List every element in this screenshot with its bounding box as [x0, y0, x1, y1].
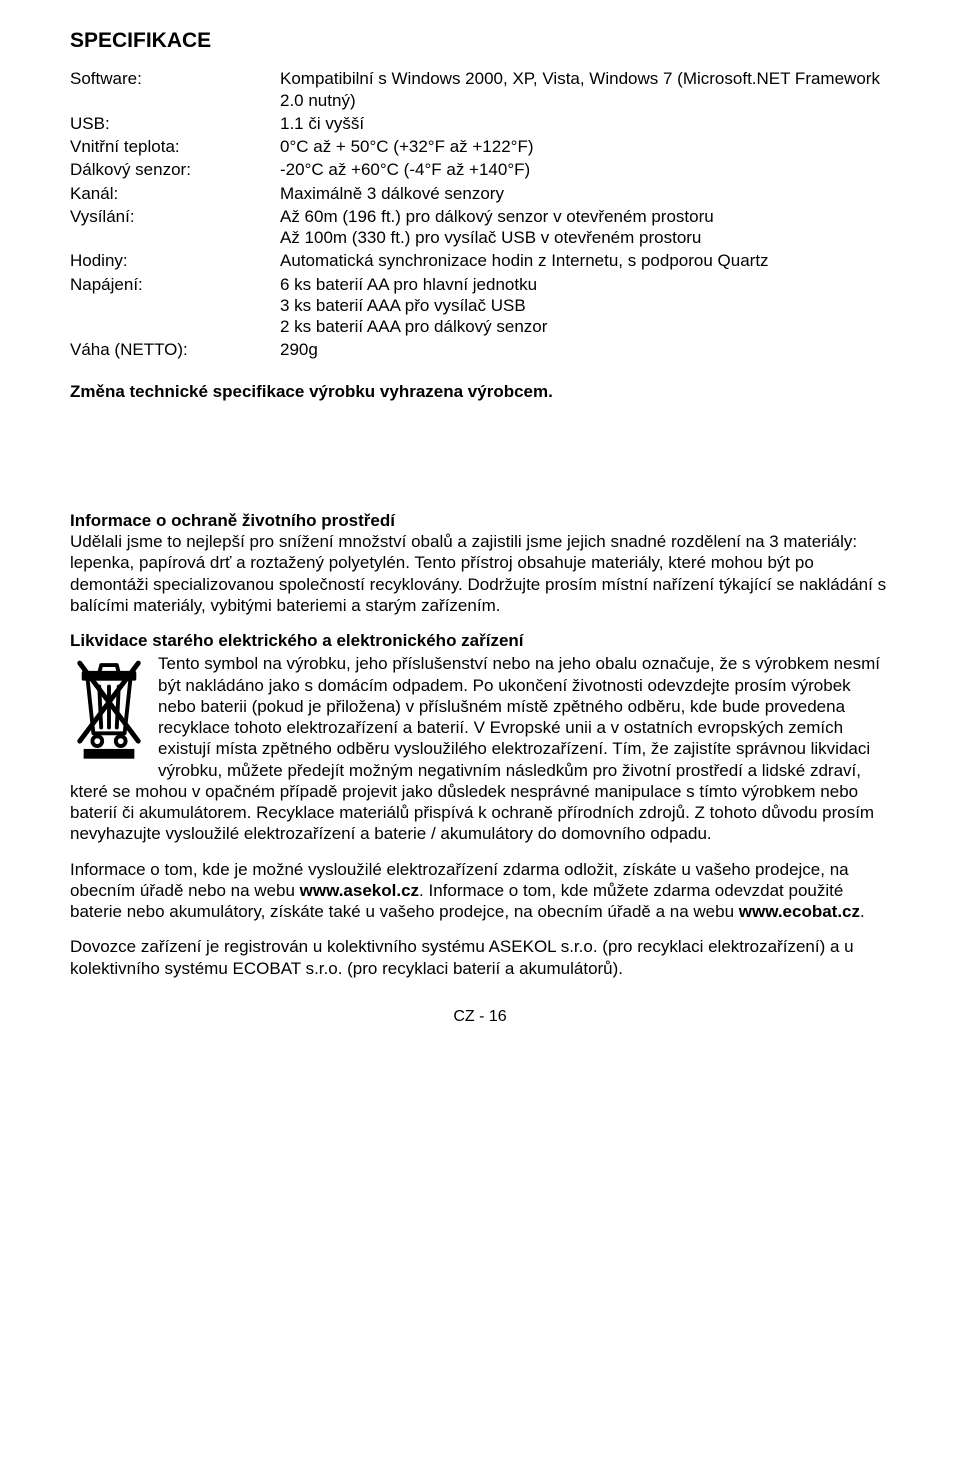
spec-row-clock: Hodiny: Automatická synchronizace hodin …	[70, 250, 890, 273]
spec-value: Automatická synchronizace hodin z Intern…	[280, 250, 890, 273]
spec-value: 1.1 či vyšší	[280, 113, 890, 136]
page-footer: CZ - 16	[70, 1007, 890, 1027]
link-asekol: www.asekol.cz	[300, 881, 419, 900]
spec-value: Až 60m (196 ft.) pro dálkový senzor v ot…	[280, 206, 890, 251]
change-notice: Změna technické specifikace výrobku vyhr…	[70, 381, 890, 402]
spec-row-usb: USB: 1.1 či vyšší	[70, 113, 890, 136]
page-title: SPECIFIKACE	[70, 28, 890, 54]
spec-row-channel: Kanál: Maximálně 3 dálkové senzory	[70, 183, 890, 206]
spec-row-software: Software: Kompatibilní s Windows 2000, X…	[70, 68, 890, 113]
env-body: Udělali jsme to nejlepší pro snížení mno…	[70, 532, 886, 615]
spec-label: Kanál:	[70, 183, 280, 206]
spec-value: Kompatibilní s Windows 2000, XP, Vista, …	[280, 68, 890, 113]
env-paragraph: Informace o ochraně životního prostředí …	[70, 510, 890, 616]
link-ecobat: www.ecobat.cz	[739, 902, 860, 921]
spec-row-tx: Vysílání: Až 60m (196 ft.) pro dálkový s…	[70, 206, 890, 251]
spec-label: Napájení:	[70, 274, 280, 340]
spec-row-sensor: Dálkový senzor: -20°C až +60°C (-4°F až …	[70, 159, 890, 182]
info-text: .	[860, 902, 865, 921]
spec-value: 290g	[280, 339, 890, 362]
weee-title: Likvidace starého elektrického a elektro…	[70, 630, 890, 651]
spec-label: Váha (NETTO):	[70, 339, 280, 362]
weee-body: Tento symbol na výrobku, jeho příslušens…	[70, 654, 880, 843]
spec-label: Dálkový senzor:	[70, 159, 280, 182]
spec-row-power: Napájení: 6 ks baterií AA pro hlavní jed…	[70, 274, 890, 340]
spec-value: Maximálně 3 dálkové senzory	[280, 183, 890, 206]
weee-block: Likvidace starého elektrického a elektro…	[70, 630, 890, 845]
spec-table: Software: Kompatibilní s Windows 2000, X…	[70, 68, 890, 362]
spec-value: 6 ks baterií AA pro hlavní jednotku 3 ks…	[280, 274, 890, 340]
spec-label: USB:	[70, 113, 280, 136]
spec-value: -20°C až +60°C (-4°F až +140°F)	[280, 159, 890, 182]
env-title: Informace o ochraně životního prostředí	[70, 511, 395, 530]
spec-value: 0°C až + 50°C (+32°F až +122°F)	[280, 136, 890, 159]
weee-icon	[70, 653, 152, 761]
spec-row-weight: Váha (NETTO): 290g	[70, 339, 890, 362]
info-paragraph-1: Informace o tom, kde je možné vysloužilé…	[70, 859, 890, 923]
spec-label: Vysílání:	[70, 206, 280, 251]
spec-label: Hodiny:	[70, 250, 280, 273]
spec-label: Vnitřní teplota:	[70, 136, 280, 159]
spec-row-temp: Vnitřní teplota: 0°C až + 50°C (+32°F až…	[70, 136, 890, 159]
spec-label: Software:	[70, 68, 280, 113]
info-paragraph-2: Dovozce zařízení je registrován u kolekt…	[70, 936, 890, 979]
